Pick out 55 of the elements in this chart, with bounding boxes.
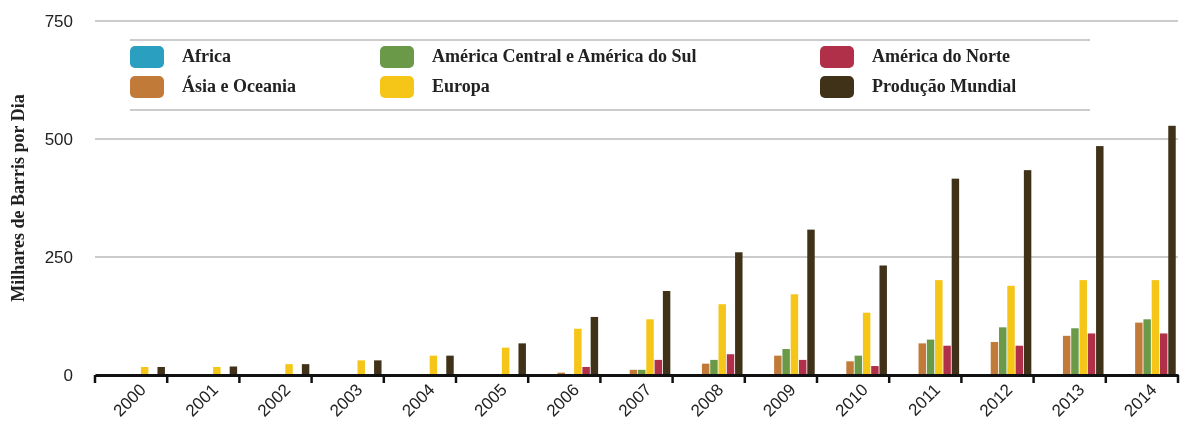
bar [446,355,454,375]
bar [879,265,887,375]
bar [1015,345,1024,375]
legend-label: Africa [182,46,231,66]
bar [999,327,1007,375]
bar [1023,170,1032,375]
legend-label: Europa [432,76,490,96]
bar [213,366,221,375]
bar [1096,146,1104,375]
legend-label: Produção Mundial [872,76,1017,96]
bar [1007,285,1015,375]
y-tick-label: 0 [63,365,73,385]
bar [807,229,815,375]
bar [1168,125,1176,375]
y-tick-label: 500 [44,129,73,149]
bar [1071,328,1079,375]
bar [374,360,382,375]
bar [1087,333,1096,375]
bar [582,366,590,375]
bar [951,178,960,375]
bar [862,312,871,375]
bar [726,354,735,375]
legend-label: Ásia e Oceania [182,75,296,96]
bar [662,290,671,375]
bar [646,319,654,375]
bar [1151,280,1160,375]
bar [790,294,799,375]
bar [710,359,718,375]
bar [1062,335,1071,375]
bar [285,364,293,375]
y-tick-label: 250 [44,247,73,267]
bar [846,361,854,375]
bar [990,341,999,375]
y-axis-title: Milhares de Barris por Dia [8,94,28,302]
bar [1159,333,1168,375]
legend-label: América do Norte [872,46,1010,66]
bar [918,343,926,375]
bar [926,339,935,375]
bar [574,328,582,375]
bar [718,304,726,375]
bar [590,316,599,375]
bar [935,280,943,375]
bar [1143,319,1151,375]
bar [943,345,951,375]
bar [518,343,526,375]
bar [782,349,790,375]
bar [1135,322,1143,375]
bar [871,366,879,375]
bar [774,355,782,375]
bar [157,366,165,375]
bar [735,252,743,375]
bar [357,360,365,375]
legend-label: América Central e América do Sul [432,46,697,66]
y-tick-label: 750 [44,11,73,31]
bar [1079,280,1087,375]
